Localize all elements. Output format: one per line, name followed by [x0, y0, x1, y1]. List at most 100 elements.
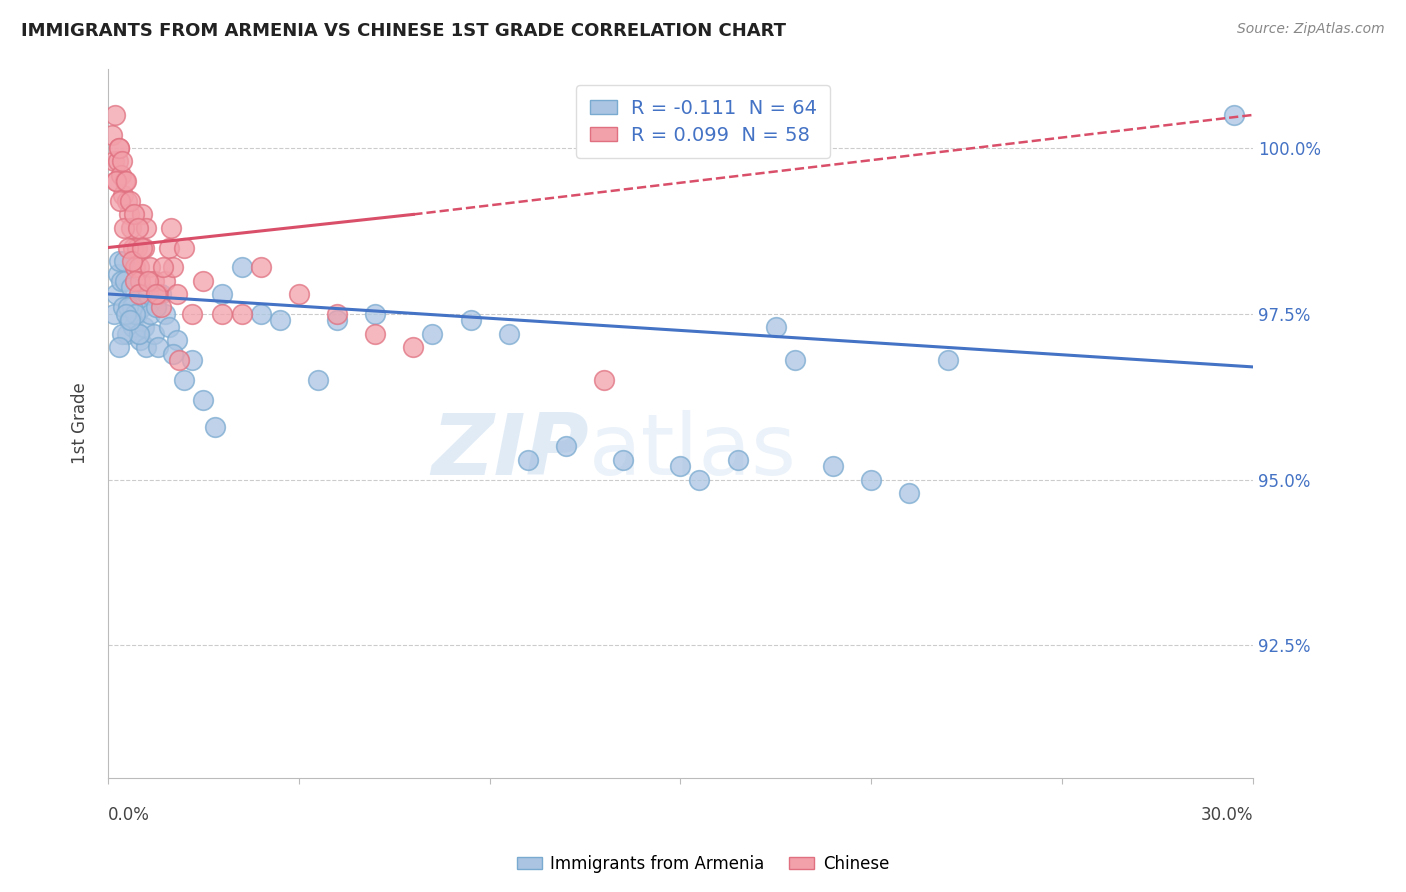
Point [115, 194, 138, 208]
Point [120, 194, 142, 208]
Point [204, 419, 226, 434]
Point [108, 253, 131, 268]
Point [181, 307, 204, 321]
Point [307, 373, 329, 387]
Point [131, 207, 153, 221]
Point [107, 267, 129, 281]
Point [115, 174, 138, 188]
Point [269, 313, 291, 327]
Point [107, 141, 129, 155]
Point [150, 300, 173, 314]
Point [104, 108, 127, 122]
Point [146, 287, 169, 301]
Point [114, 174, 136, 188]
Point [162, 346, 184, 360]
Point [936, 353, 959, 368]
Point [121, 253, 143, 268]
Point [173, 241, 195, 255]
Point [124, 274, 146, 288]
Point [108, 194, 131, 208]
Point [364, 307, 387, 321]
Point [166, 287, 188, 301]
Point [105, 174, 128, 188]
Point [135, 220, 157, 235]
Point [122, 207, 145, 221]
Text: 0.0%: 0.0% [108, 806, 150, 824]
Point [104, 174, 127, 188]
Point [152, 260, 174, 275]
Point [117, 300, 139, 314]
Point [249, 307, 271, 321]
Point [128, 287, 150, 301]
Point [135, 340, 157, 354]
Point [134, 320, 156, 334]
Point [103, 307, 125, 321]
Point [823, 459, 845, 474]
Point [326, 307, 349, 321]
Text: atlas: atlas [589, 410, 797, 493]
Point [593, 373, 616, 387]
Point [249, 260, 271, 275]
Point [145, 300, 167, 314]
Point [139, 307, 162, 321]
Point [669, 459, 692, 474]
Text: Source: ZipAtlas.com: Source: ZipAtlas.com [1237, 22, 1385, 37]
Point [860, 473, 883, 487]
Point [107, 340, 129, 354]
Point [160, 220, 183, 235]
Point [157, 320, 180, 334]
Point [118, 207, 141, 221]
Point [129, 274, 152, 288]
Point [898, 486, 921, 500]
Point [211, 307, 233, 321]
Point [142, 326, 165, 341]
Point [136, 287, 159, 301]
Point [145, 287, 167, 301]
Point [117, 241, 139, 255]
Point [112, 300, 135, 314]
Point [121, 320, 143, 334]
Point [124, 293, 146, 308]
Point [555, 440, 578, 454]
Point [121, 300, 143, 314]
Point [422, 326, 444, 341]
Point [139, 260, 162, 275]
Point [155, 274, 177, 288]
Point [288, 287, 311, 301]
Point [364, 326, 387, 341]
Point [167, 353, 190, 368]
Point [112, 187, 135, 202]
Point [193, 392, 215, 407]
Point [326, 313, 349, 327]
Point [118, 313, 141, 327]
Point [124, 260, 146, 275]
Point [783, 353, 806, 368]
Y-axis label: 1st Grade: 1st Grade [72, 383, 89, 464]
Point [110, 168, 132, 182]
Point [104, 287, 127, 301]
Point [516, 452, 538, 467]
Point [498, 326, 520, 341]
Point [125, 241, 148, 255]
Point [402, 340, 425, 354]
Text: 30.0%: 30.0% [1201, 806, 1253, 824]
Text: ZIP: ZIP [432, 410, 589, 493]
Text: IMMIGRANTS FROM ARMENIA VS CHINESE 1ST GRADE CORRELATION CHART: IMMIGRANTS FROM ARMENIA VS CHINESE 1ST G… [21, 22, 786, 40]
Point [107, 154, 129, 169]
Point [120, 220, 142, 235]
Point [111, 326, 134, 341]
Point [114, 274, 136, 288]
Point [120, 280, 142, 294]
Point [1222, 108, 1244, 122]
Point [173, 373, 195, 387]
Point [108, 141, 131, 155]
Point [111, 154, 134, 169]
Point [110, 274, 132, 288]
Point [101, 128, 124, 142]
Point [134, 241, 156, 255]
Point [146, 340, 169, 354]
Point [131, 241, 153, 255]
Point [129, 334, 152, 348]
Point [128, 260, 150, 275]
Point [125, 307, 148, 321]
